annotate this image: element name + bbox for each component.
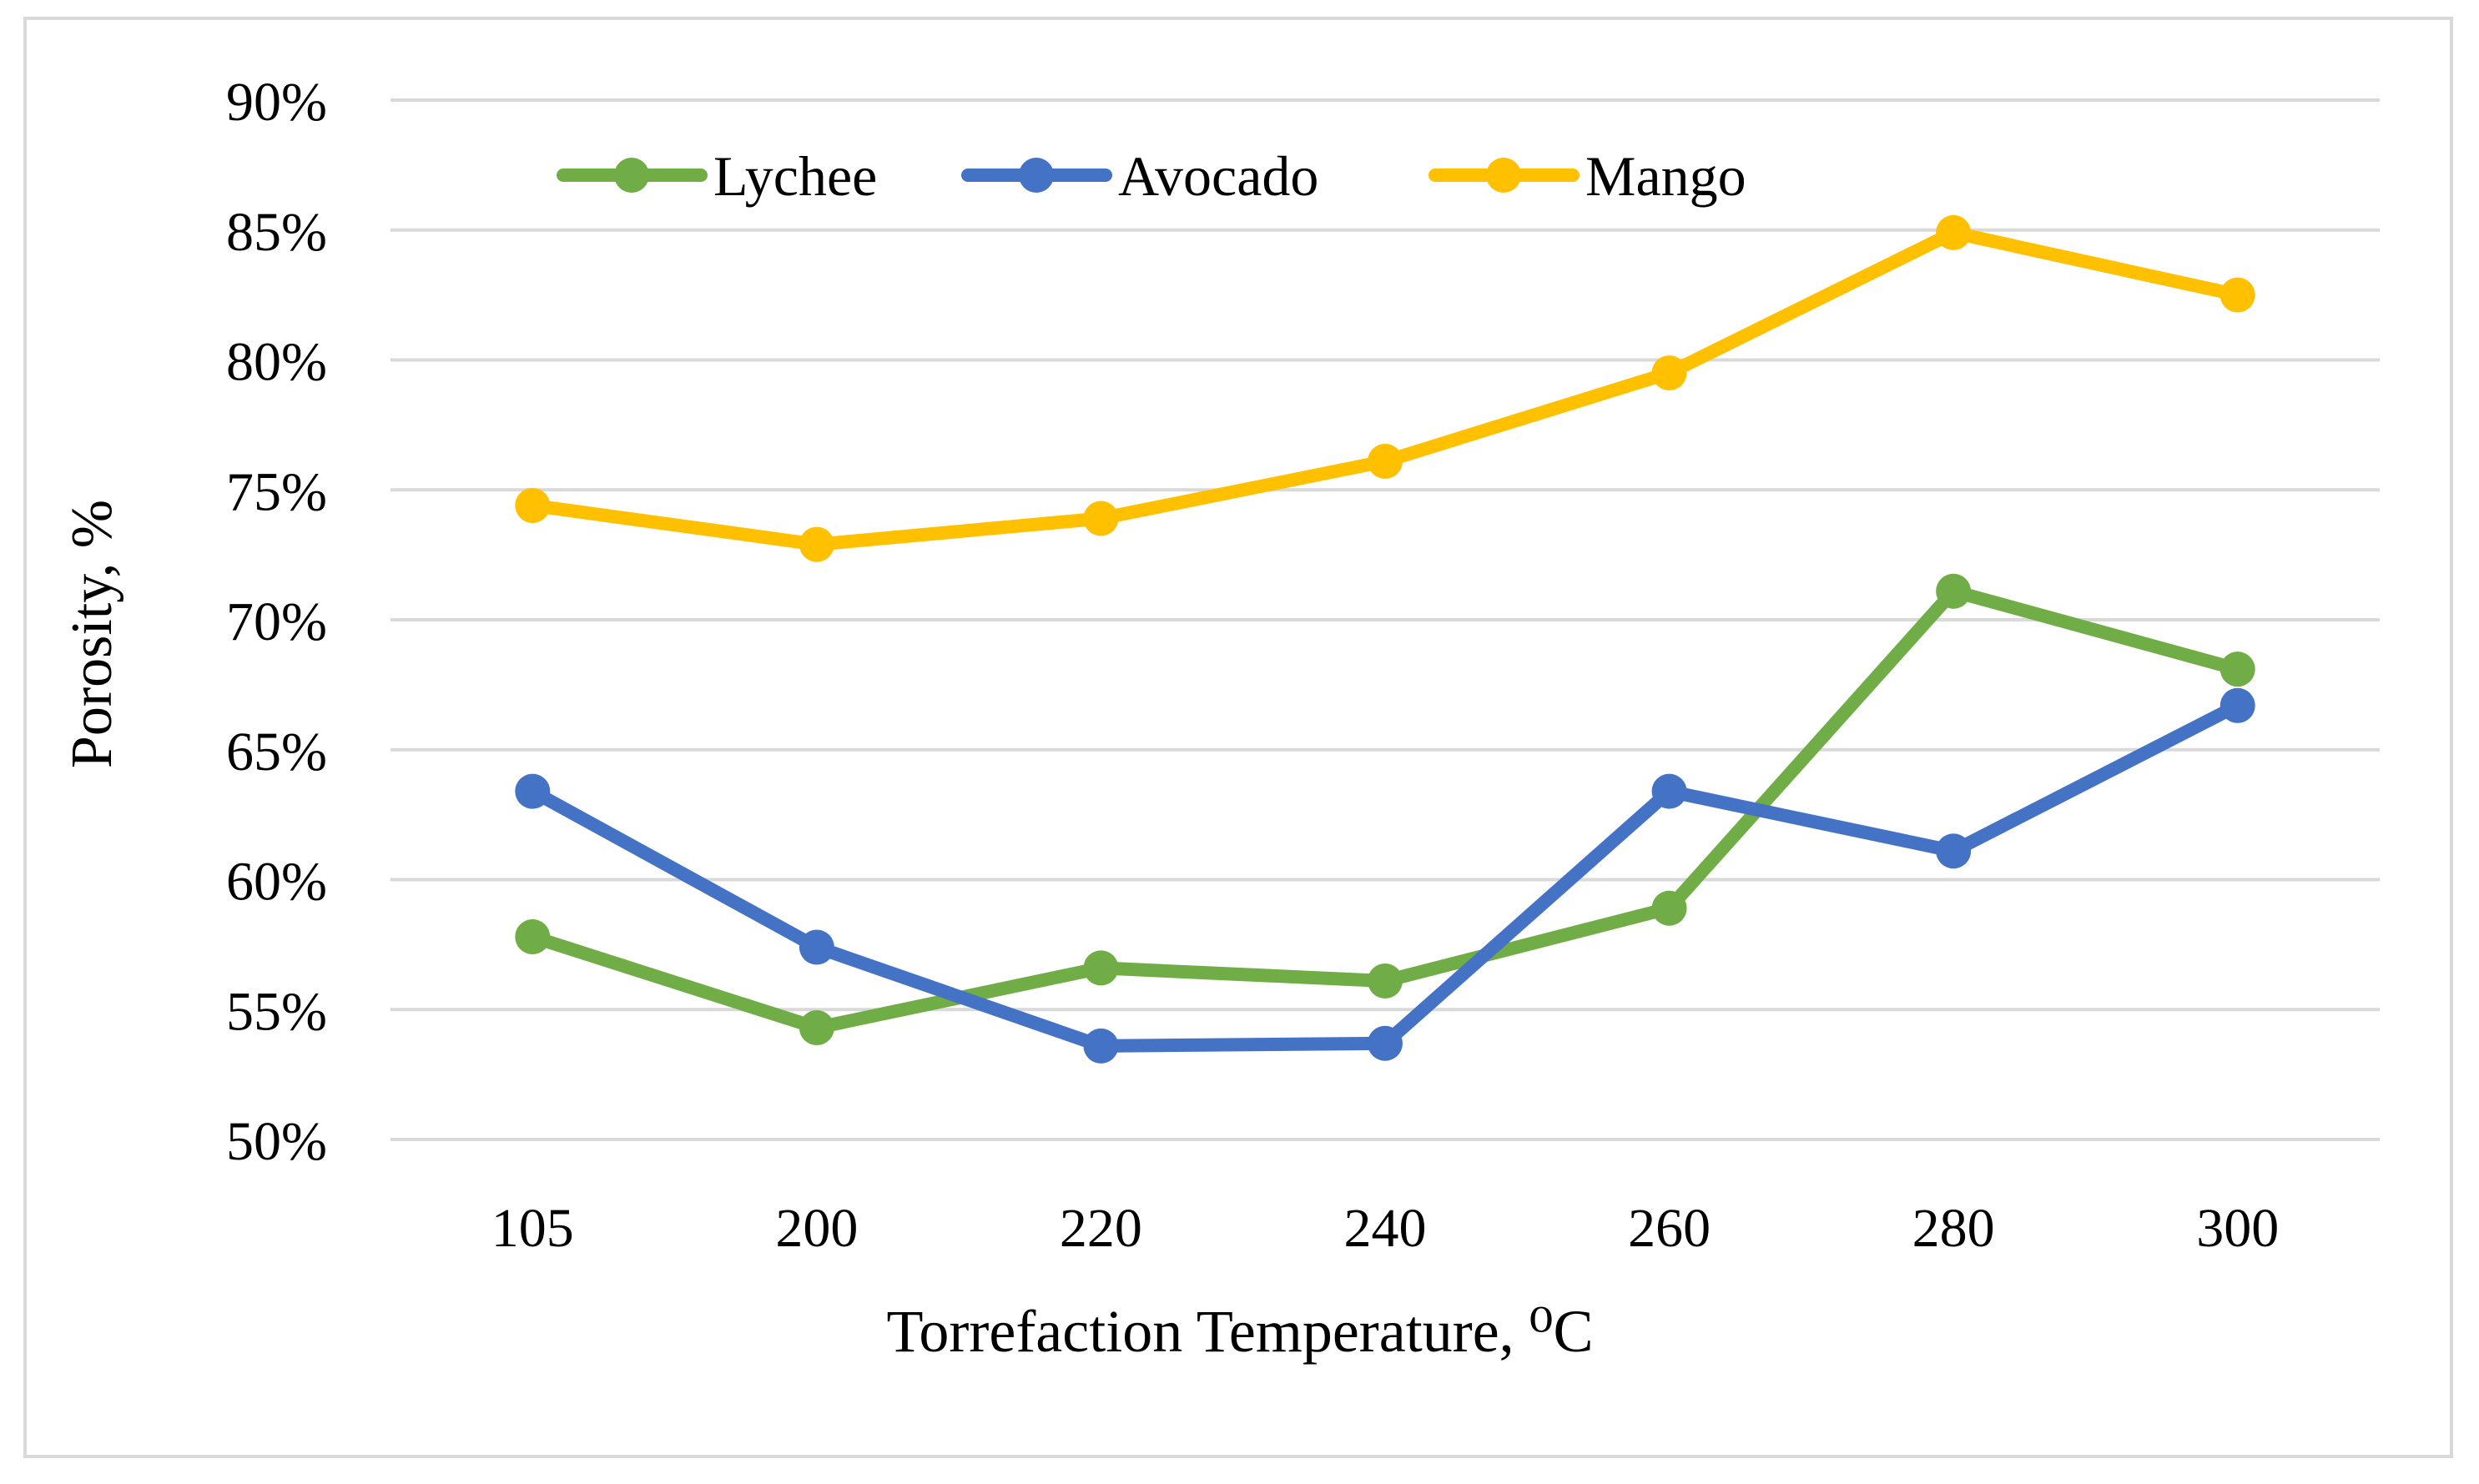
data-point [515,773,551,809]
legend-entry-avocado: Avocado [961,144,1318,208]
data-point [515,487,551,523]
data-point [1083,950,1119,986]
y-tick-label: 50% [226,1111,327,1172]
legend-label: Mango [1585,144,1746,208]
y-tick-labels: 50% 55% 60% 65% 70% 75% 80% 85% 90% [226,72,327,1172]
data-point [1936,214,1972,250]
series-avocado [515,687,2255,1064]
data-point [2220,277,2255,313]
y-axis-label: Porosity, % [60,500,124,768]
legend-label: Lychee [713,144,877,208]
series-line [526,584,2245,1035]
x-tick-label: 200 [775,1198,858,1259]
data-point [799,929,834,965]
data-point [2220,651,2255,687]
legend-swatch-marker [614,158,649,193]
x-tick-labels: 105 200 220 240 260 280 300 [491,1198,2279,1259]
y-tick-label: 75% [226,461,327,522]
x-tick-label: 105 [491,1198,574,1259]
data-point [1083,501,1119,536]
x-axis-label: Torrefaction Temperature, ⁰C [886,1298,1593,1365]
data-point [1651,355,1687,391]
series-line [526,225,2245,551]
y-tick-label: 65% [226,722,327,782]
data-point [1936,833,1972,869]
series-layer [515,214,2255,1064]
y-tick-label: 80% [226,332,327,393]
data-point [1368,1025,1403,1061]
data-point [799,1010,834,1046]
legend-swatch-marker [1486,158,1521,193]
data-point [1936,573,1972,609]
y-tick-label: 55% [226,981,327,1042]
legend-swatch-marker [1019,158,1054,193]
series-mango [515,214,2255,562]
x-tick-label: 220 [1060,1198,1142,1259]
data-point [1651,890,1687,926]
data-point [1083,1028,1119,1064]
y-tick-label: 85% [226,202,327,263]
data-point [2220,687,2255,723]
data-point [799,526,834,562]
x-tick-label: 280 [1912,1198,1995,1259]
y-tick-label: 90% [226,72,327,133]
series-lychee [515,573,2255,1046]
x-tick-label: 300 [2196,1198,2279,1259]
data-point [1368,443,1403,479]
x-tick-label: 260 [1628,1198,1711,1259]
legend: Lychee Avocado Mango [557,144,1746,208]
data-point [1368,963,1403,999]
y-tick-label: 70% [226,591,327,652]
data-point [515,919,551,955]
legend-label: Avocado [1118,144,1318,208]
legend-entry-lychee: Lychee [557,144,877,208]
x-tick-label: 240 [1344,1198,1427,1259]
legend-entry-mango: Mango [1428,144,1746,208]
gridlines [390,98,2380,1141]
y-tick-label: 60% [226,852,327,913]
data-point [1651,773,1687,809]
